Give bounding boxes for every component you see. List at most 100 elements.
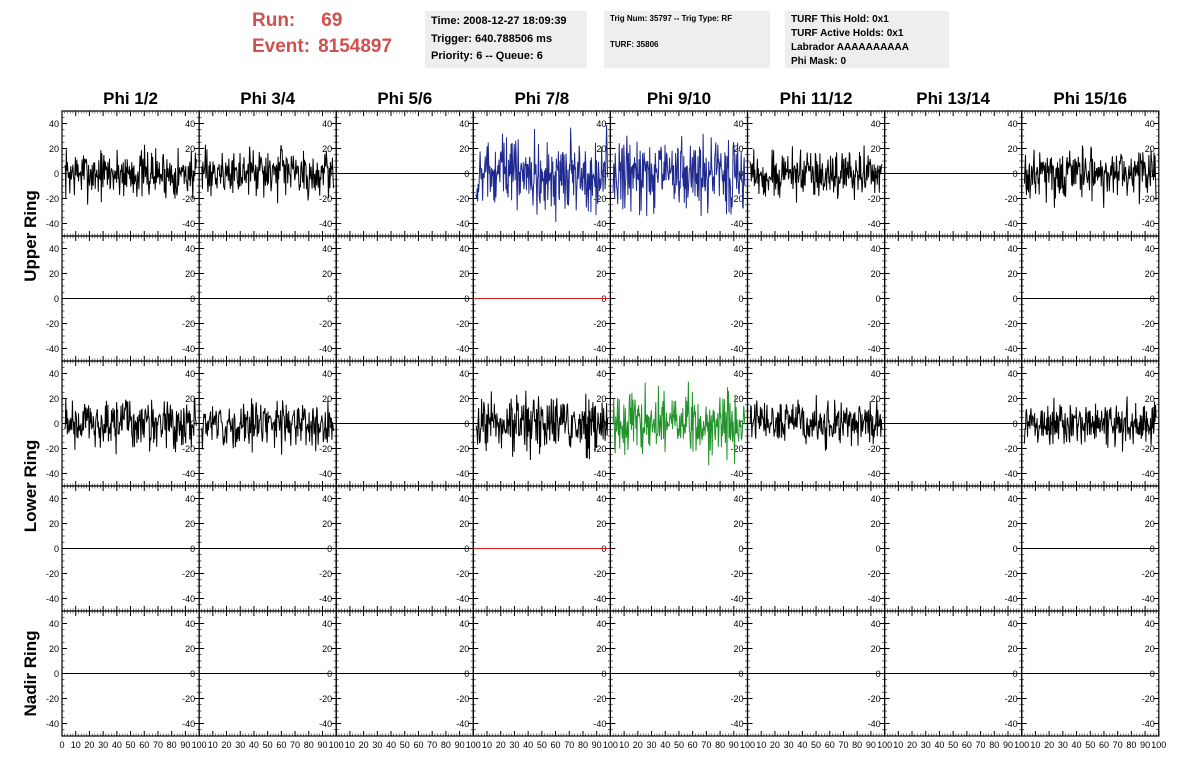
y-tick-label: -40	[868, 344, 881, 354]
y-tick-label: -20	[1142, 319, 1155, 329]
y-tick-label: 40	[1008, 369, 1018, 379]
y-tick-label: -20	[319, 319, 332, 329]
y-tick-label: 0	[876, 294, 881, 304]
panel-frame	[746, 235, 886, 362]
waveform-trace	[612, 133, 746, 217]
y-tick-label: -40	[46, 594, 59, 604]
y-tick-label: 40	[459, 244, 469, 254]
y-tick-label: 40	[322, 494, 332, 504]
row-title: Upper Ring	[21, 190, 40, 282]
waveform-trace	[201, 144, 334, 204]
y-tick-label: 40	[596, 369, 606, 379]
y-tick-label: -40	[182, 594, 195, 604]
y-tick-label: 40	[871, 369, 881, 379]
y-tick-label: 20	[322, 269, 332, 279]
y-tick-label: 20	[185, 269, 195, 279]
y-tick-label: 20	[49, 269, 59, 279]
y-tick-label: -20	[182, 444, 195, 454]
y-tick-label: 40	[1008, 119, 1018, 129]
y-tick-label: -20	[46, 319, 59, 329]
y-tick-label: 40	[185, 494, 195, 504]
y-tick-label: 0	[190, 419, 195, 429]
y-tick-label: -20	[1142, 194, 1155, 204]
y-tick-label: -20	[456, 194, 469, 204]
y-tick-label: -20	[593, 319, 606, 329]
y-tick-label: -40	[868, 469, 881, 479]
y-tick-label: -40	[1005, 469, 1018, 479]
y-tick-label: 40	[49, 119, 59, 129]
y-tick-label: -40	[46, 344, 59, 354]
y-tick-label: 0	[1013, 294, 1018, 304]
y-tick-label: 40	[733, 244, 743, 254]
y-tick-label: 20	[322, 394, 332, 404]
y-tick-label: -40	[593, 469, 606, 479]
y-tick-label: -40	[319, 344, 332, 354]
y-tick-label: -20	[730, 194, 743, 204]
y-tick-label: -20	[456, 319, 469, 329]
y-tick-label: 20	[596, 394, 606, 404]
turf-hold-info-box: TURF This Hold: 0x1 TURF Active Holds: 0…	[785, 11, 949, 68]
y-tick-label: 40	[459, 369, 469, 379]
y-tick-label: 40	[596, 244, 606, 254]
y-tick-label: 20	[1145, 394, 1155, 404]
run-label: Run:	[252, 10, 296, 31]
y-tick-label: -40	[1142, 219, 1155, 229]
y-tick-label: 20	[185, 394, 195, 404]
event-label: Event:	[252, 36, 311, 57]
y-tick-label: 20	[459, 269, 469, 279]
y-tick-label: 20	[871, 269, 881, 279]
y-tick-label: -20	[730, 444, 743, 454]
y-tick-label: 40	[322, 244, 332, 254]
y-tick-label: 20	[1145, 144, 1155, 154]
y-tick-label: -40	[730, 469, 743, 479]
event-line: Event: 8154897	[252, 34, 422, 60]
y-tick-label: 40	[871, 244, 881, 254]
waveform-trace	[201, 398, 334, 455]
y-tick-label: 0	[54, 544, 59, 554]
y-tick-label: -20	[46, 569, 59, 579]
y-tick-label: 40	[322, 119, 332, 129]
column-title: Phi 7/8	[514, 89, 569, 108]
trig-num-info-box: Trig Num: 35797 -- Trig Type: RF TURF: 3…	[604, 11, 770, 68]
column-title: Phi 11/12	[780, 89, 853, 108]
y-tick-label: 40	[49, 244, 59, 254]
y-tick-label: -20	[1005, 194, 1018, 204]
y-tick-label: 40	[185, 244, 195, 254]
y-tick-label: 20	[1008, 269, 1018, 279]
y-tick-label: 20	[322, 519, 332, 529]
y-tick-label: -40	[46, 469, 59, 479]
event-value: 8154897	[318, 36, 393, 57]
y-tick-label: 20	[733, 394, 743, 404]
y-tick-label: 0	[876, 169, 881, 179]
priority-queue-text: Priority: 6 -- Queue: 6	[431, 50, 543, 62]
y-tick-label: -20	[319, 569, 332, 579]
trig-num-text: Trig Num: 35797 -- Trig Type: RF	[610, 14, 733, 23]
panel-frame	[883, 235, 1023, 362]
time-trigger-info-box: Time: 2008-12-27 18:09:39 Trigger: 640.7…	[425, 11, 587, 68]
y-tick-label: 40	[459, 494, 469, 504]
trigger-text: Trigger: 640.788506 ms	[431, 32, 553, 45]
y-tick-label: -40	[319, 219, 332, 229]
column-title: Phi 3/4	[240, 89, 295, 108]
y-tick-label: 20	[1008, 394, 1018, 404]
y-tick-label: 20	[871, 144, 881, 154]
y-tick-label: -20	[868, 194, 881, 204]
y-tick-label: 20	[49, 394, 59, 404]
y-tick-label: 40	[185, 369, 195, 379]
y-tick-label: -40	[456, 219, 469, 229]
